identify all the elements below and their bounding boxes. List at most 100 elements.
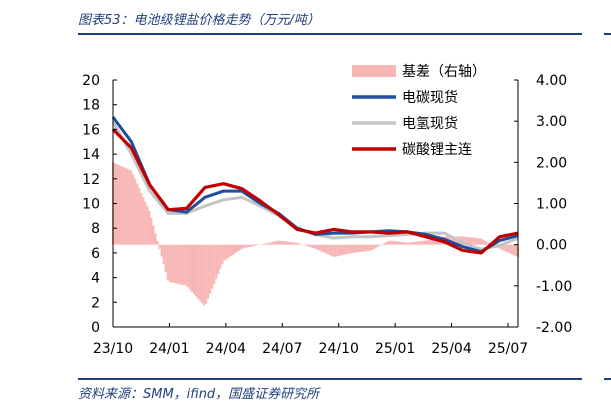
basis-bar [294, 242, 297, 245]
left-tick-label: 4 [91, 271, 100, 287]
basis-bar [130, 170, 133, 245]
basis-bar [482, 239, 485, 245]
right-tick-label: 3.00 [536, 114, 567, 130]
x-tick-label: 25/07 [488, 341, 528, 357]
source-note: 资料来源：SMM，ifind，国盛证券研究所 [78, 387, 320, 402]
basis-bar [172, 244, 175, 283]
left-tick-label: 16 [82, 122, 100, 138]
basis-bar [342, 244, 345, 255]
basis-bar [415, 241, 418, 245]
basis-bar [332, 244, 335, 257]
basis-bar [237, 244, 240, 252]
basis-bar [348, 244, 351, 254]
basis-bar [340, 244, 343, 256]
basis-bar [401, 242, 404, 245]
basis-bar [126, 168, 129, 245]
right-tick-label: 0.00 [536, 238, 567, 254]
basis-bar [452, 236, 455, 245]
basis-bar [425, 240, 428, 245]
basis-bar [300, 244, 303, 245]
basis-bar [387, 240, 390, 245]
basis-bar [484, 240, 487, 245]
basis-bar [389, 240, 392, 245]
basis-bar [476, 238, 479, 245]
basis-bar [316, 244, 319, 250]
basis-bar [249, 244, 252, 247]
basis-bar [219, 244, 222, 269]
basis-bar [152, 225, 155, 245]
basis-bar [271, 241, 274, 245]
x-tick-label: 24/01 [149, 341, 189, 357]
basis-bar [395, 241, 398, 245]
basis-bar [310, 244, 313, 248]
basis-bar [261, 244, 264, 245]
basis-bar [504, 244, 507, 252]
basis-bar [156, 241, 159, 245]
basis-bar [215, 244, 218, 279]
right-tick-label: 2.00 [536, 155, 567, 171]
basis-bar [421, 240, 424, 245]
x-tick-label: 23/10 [93, 341, 133, 357]
price-lines [111, 116, 519, 255]
basis-bar [209, 244, 212, 294]
basis-bar [393, 241, 396, 245]
basis-bar [225, 244, 228, 260]
basis-bar [409, 242, 412, 245]
basis-bar [508, 244, 511, 254]
basis-bar [322, 244, 325, 253]
bottom-rule-stub [604, 378, 611, 380]
basis-bar [251, 244, 254, 247]
basis-bar [136, 183, 139, 245]
left-tick-label: 12 [82, 172, 100, 188]
basis-bar [399, 241, 402, 245]
bottom-rule [78, 378, 582, 380]
basis-bar [429, 239, 432, 245]
basis-bar [154, 233, 157, 245]
x-tick-label: 24/10 [319, 341, 359, 357]
basis-bar [239, 244, 242, 250]
basis-bar [142, 197, 145, 245]
basis-bar [221, 244, 224, 264]
right-tick-label: -2.00 [536, 320, 572, 336]
basis-bar [318, 244, 321, 251]
basis-bar [286, 241, 289, 245]
basis-bar [199, 244, 202, 301]
basis-bar [411, 242, 414, 245]
basis-bar [280, 240, 283, 245]
basis-bar [344, 244, 347, 255]
basis-bar [369, 244, 372, 251]
basis-bar [419, 241, 422, 245]
basis-bar [367, 244, 370, 252]
x-tick-label: 25/04 [431, 341, 471, 357]
basis-bar [365, 244, 368, 252]
basis-bar [330, 244, 333, 257]
basis-bar [352, 244, 355, 253]
basis-bar [158, 244, 161, 249]
x-tick-label: 24/04 [206, 341, 246, 357]
basis-bar [150, 218, 153, 245]
top-rule-stub [604, 33, 611, 35]
basis-bar [213, 244, 216, 284]
basis-bar [176, 244, 179, 284]
basis-bar [120, 165, 123, 245]
basis-bar [160, 244, 163, 257]
basis-bar [278, 240, 281, 245]
basis-bar [423, 240, 426, 245]
basis-bar [350, 244, 353, 253]
basis-bar [178, 244, 181, 285]
basis-bar [336, 244, 339, 257]
basis-bar [308, 244, 311, 247]
basis-bar [480, 238, 483, 245]
basis-bar [478, 238, 481, 245]
basis-bar [243, 244, 246, 249]
basis-bar [375, 244, 378, 248]
basis-bar [170, 244, 173, 283]
basis-bar [265, 243, 268, 245]
basis-bar [255, 244, 258, 246]
basis-bar [217, 244, 220, 274]
basis-bar [373, 244, 376, 249]
basis-bar [470, 237, 473, 245]
basis-bar [433, 238, 436, 245]
basis-bar [314, 244, 317, 249]
